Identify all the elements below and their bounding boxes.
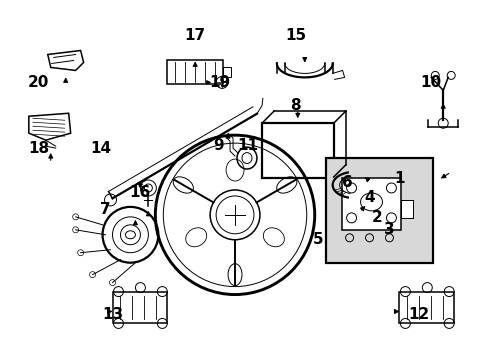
Text: 10: 10 <box>420 75 441 90</box>
Text: 8: 8 <box>290 98 301 113</box>
Text: 4: 4 <box>364 190 374 206</box>
Text: 20: 20 <box>28 75 49 90</box>
Text: 5: 5 <box>312 232 323 247</box>
Bar <box>167 60 223 84</box>
Text: 13: 13 <box>102 307 123 322</box>
Text: 19: 19 <box>209 75 230 90</box>
Bar <box>325 158 432 263</box>
Polygon shape <box>48 50 83 71</box>
Bar <box>262 123 333 178</box>
Ellipse shape <box>125 231 135 239</box>
Text: 7: 7 <box>100 202 111 217</box>
Text: 3: 3 <box>384 222 394 237</box>
Text: 12: 12 <box>408 307 429 322</box>
Text: 14: 14 <box>90 141 111 156</box>
Polygon shape <box>29 113 71 140</box>
Text: 9: 9 <box>212 138 223 153</box>
Text: 2: 2 <box>371 210 382 225</box>
Text: 1: 1 <box>393 171 404 185</box>
Bar <box>341 178 401 230</box>
Bar <box>223 67 230 77</box>
Text: 16: 16 <box>129 185 151 201</box>
Circle shape <box>367 196 375 204</box>
Bar <box>399 292 453 323</box>
Text: 15: 15 <box>285 28 306 43</box>
Text: 17: 17 <box>184 28 205 43</box>
Bar <box>401 200 412 218</box>
Text: 6: 6 <box>342 175 352 190</box>
Bar <box>112 292 167 323</box>
Text: 11: 11 <box>237 138 258 153</box>
Text: 18: 18 <box>28 141 49 156</box>
